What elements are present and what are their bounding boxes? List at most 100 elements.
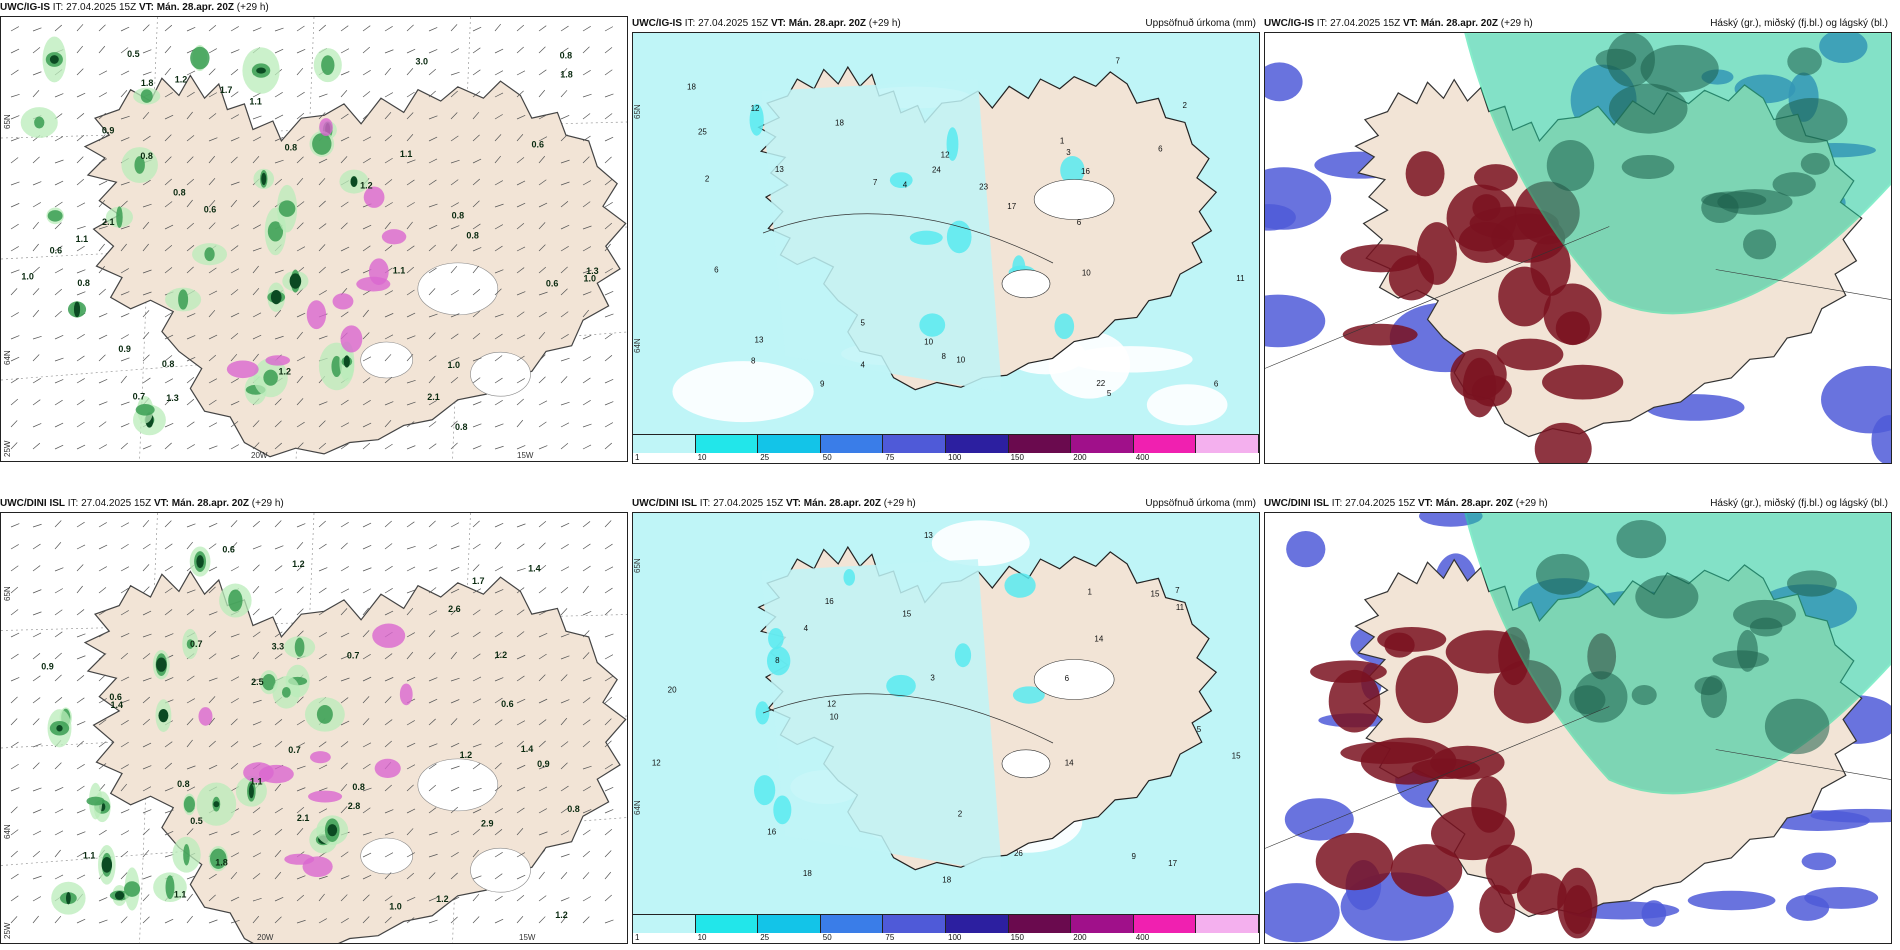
wind-barb	[516, 895, 525, 902]
wind-barb	[450, 289, 459, 296]
wind-barb	[98, 45, 106, 54]
wind-barb	[560, 134, 568, 142]
wind-barb	[186, 335, 196, 340]
wind-barb	[274, 309, 282, 318]
wind-barb	[98, 92, 107, 98]
wind-barb	[362, 742, 372, 748]
low-cloud-patch	[1286, 530, 1326, 568]
precip-value-label: 0.8	[162, 359, 175, 369]
wind-barb	[406, 521, 415, 528]
wind-barb	[296, 48, 306, 54]
precip-value-label: 0.6	[546, 279, 559, 289]
wind-barb	[252, 699, 262, 704]
wind-barb	[98, 698, 107, 704]
wind-barb	[582, 156, 590, 164]
precip-core	[1054, 313, 1075, 340]
precip-value-label: 0.6	[50, 246, 63, 256]
graticule-line	[139, 17, 158, 461]
precip-value-label: 1.0	[447, 360, 460, 370]
wind-barb	[230, 245, 239, 252]
wind-barb	[54, 874, 64, 880]
wind-barb	[186, 245, 195, 252]
wind-barb	[604, 608, 612, 616]
wind-barb	[252, 829, 261, 836]
wind-barb	[516, 246, 526, 252]
wind-barb	[76, 202, 86, 208]
wind-barb	[582, 400, 591, 406]
wind-barb	[186, 356, 196, 362]
wind-barb	[472, 828, 481, 836]
wind-barb	[582, 872, 590, 880]
precip-blob	[101, 856, 113, 873]
wind-barb	[340, 875, 350, 880]
wind-barb	[582, 565, 591, 572]
map-canvas	[1265, 513, 1891, 943]
wind-barb	[186, 421, 195, 428]
wind-barb	[406, 808, 416, 814]
wind-barb	[142, 564, 150, 572]
wind-barb	[582, 309, 590, 318]
wind-barb	[54, 444, 64, 450]
wind-barb	[362, 916, 370, 924]
precip-core	[889, 172, 913, 189]
wind-barb	[10, 93, 20, 98]
wind-barb	[252, 545, 262, 550]
wind-barb	[340, 677, 350, 682]
precip-value-label: 1.4	[528, 563, 541, 573]
wind-barb	[164, 24, 173, 32]
wind-barb	[142, 310, 150, 318]
lead-time: (+29 h)	[1515, 498, 1548, 509]
panel-header: UWC/DINI ISL IT: 27.04.2025 15Z VT: Mán.…	[632, 496, 1260, 512]
panel-header: UWC/IG-IS IT: 27.04.2025 15Z VT: Mán. 28…	[632, 16, 1260, 32]
wind-barb	[538, 244, 546, 252]
panel-top-right: UWC/IG-IS IT: 27.04.2025 15Z VT: Mán. 28…	[1264, 16, 1892, 464]
panel-top-middle: UWC/IG-IS IT: 27.04.2025 15Z VT: Mán. 28…	[632, 16, 1260, 464]
wind-barb	[164, 355, 173, 362]
wind-barb	[560, 872, 568, 880]
wind-barb	[428, 718, 436, 726]
low-cloud-patch	[1785, 895, 1830, 921]
precip-value-label: 1.0	[389, 902, 402, 912]
wind-barb	[274, 783, 281, 792]
wind-barb	[406, 289, 415, 296]
wind-barb	[274, 807, 283, 814]
wind-barb	[406, 112, 414, 120]
wind-barb	[164, 244, 173, 252]
wind-barb	[274, 178, 283, 186]
wind-barb	[164, 134, 172, 142]
wind-barb	[538, 376, 546, 384]
precip-blob	[213, 801, 220, 808]
wind-barb	[516, 675, 525, 682]
wind-barb	[252, 651, 260, 660]
wind-barb	[10, 873, 19, 880]
wind-barb	[538, 445, 548, 450]
wind-barb	[76, 378, 85, 384]
wind-barb	[54, 652, 62, 660]
wind-barb	[318, 158, 328, 164]
init-time: IT: 27.04.2025 15Z	[1331, 498, 1416, 509]
low-cloud-patch	[1801, 852, 1837, 871]
wind-barb	[296, 177, 304, 186]
wind-barb	[582, 180, 592, 186]
colorbar-swatch	[820, 435, 884, 453]
wind-barb	[362, 136, 372, 142]
wind-barb	[296, 765, 306, 770]
wind-barb	[472, 47, 481, 54]
precip-core	[1060, 156, 1085, 185]
wind-barb	[582, 630, 590, 638]
wind-barb	[340, 542, 348, 550]
precip-value-label: 0.8	[140, 151, 153, 161]
graticule-line	[1715, 749, 1891, 780]
wind-barb	[560, 522, 570, 528]
wind-barb	[98, 719, 107, 726]
wind-barb	[406, 917, 415, 924]
low-cloud-patch	[1265, 204, 1296, 231]
wind-barb	[120, 830, 130, 836]
precip-core	[946, 127, 959, 161]
precip-blob	[261, 172, 267, 186]
wind-barb	[516, 419, 524, 428]
wind-barb	[362, 676, 372, 682]
wind-barb	[32, 266, 40, 274]
wind-barb	[142, 291, 152, 296]
precip-blob	[135, 404, 155, 416]
